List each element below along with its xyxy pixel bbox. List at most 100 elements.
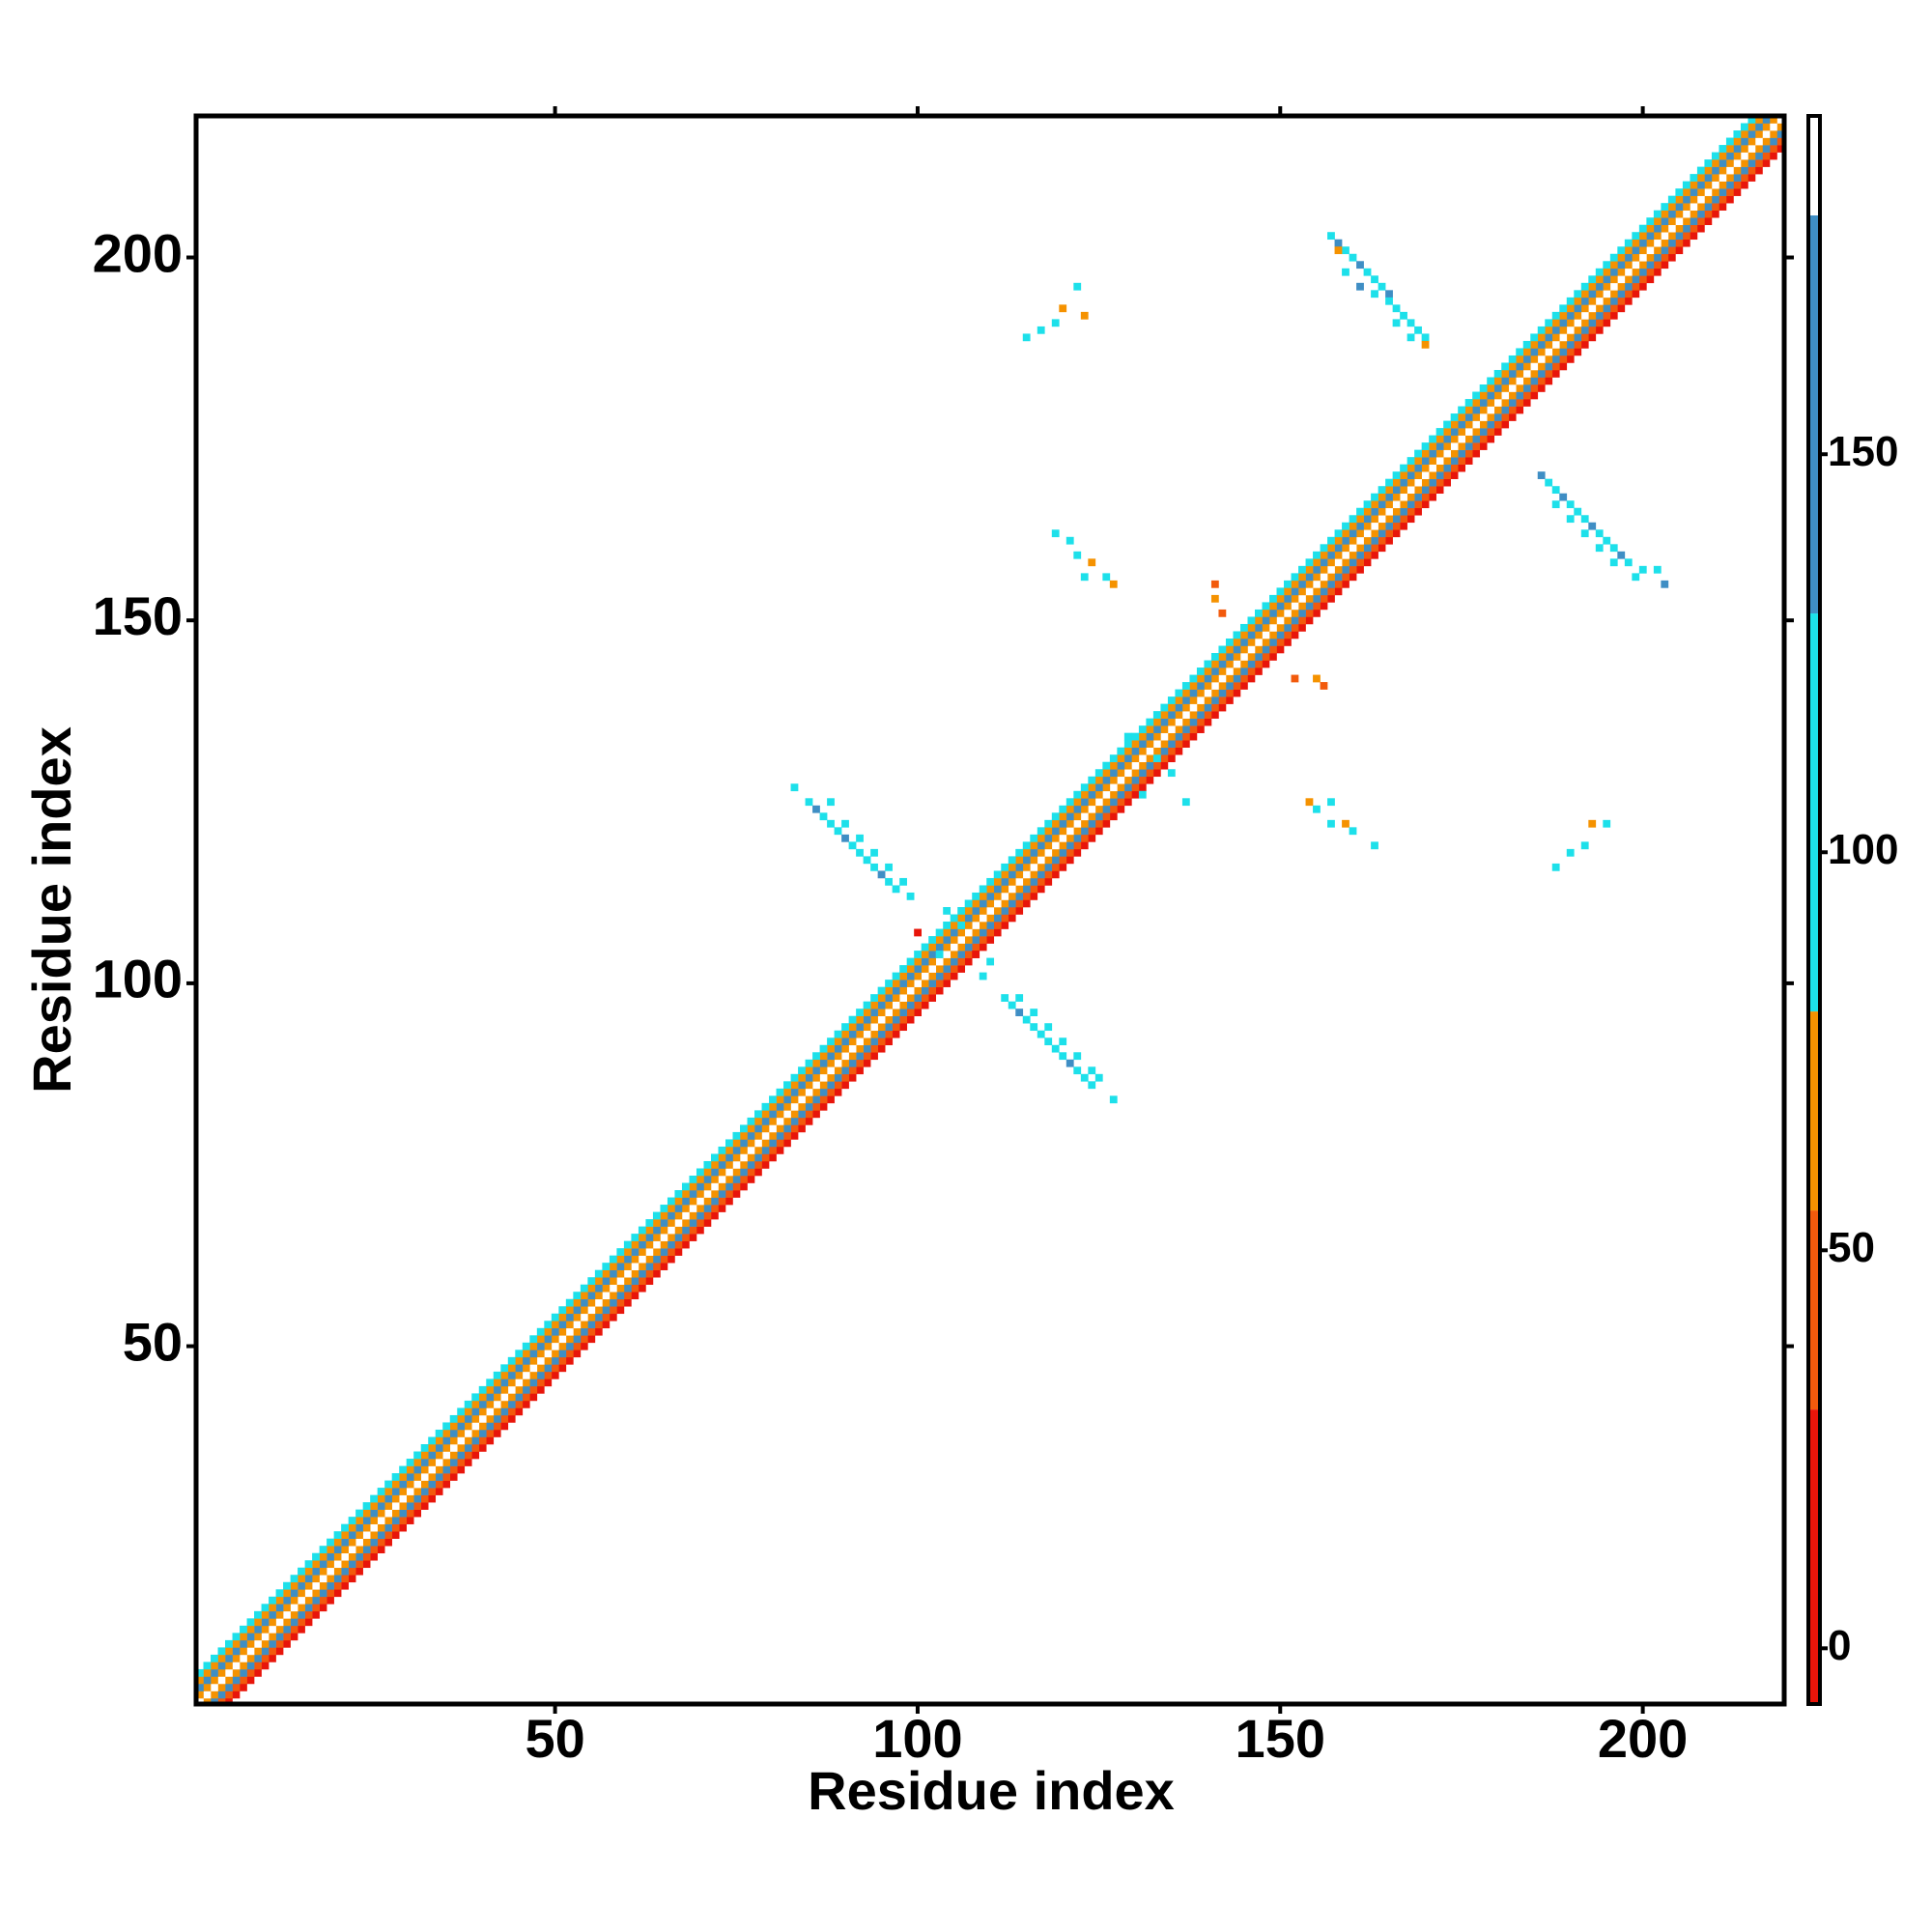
heatmap-cell <box>217 1647 226 1656</box>
heatmap-cell <box>529 1356 538 1365</box>
heatmap-cell <box>327 1575 334 1583</box>
heatmap-cell <box>580 1321 588 1329</box>
heatmap-cell <box>1435 471 1444 479</box>
heatmap-cell <box>1334 558 1343 567</box>
heatmap-cell <box>1059 827 1067 836</box>
heatmap-cell <box>1458 406 1465 414</box>
heatmap-cell <box>747 1168 755 1177</box>
heatmap-cell <box>921 1001 929 1009</box>
heatmap-cell <box>1349 565 1357 574</box>
heatmap-cell <box>1646 239 1655 247</box>
heatmap-cell <box>587 1306 596 1315</box>
heatmap-cell <box>1059 1052 1067 1061</box>
heatmap-cell <box>950 922 958 929</box>
heatmap-cell <box>1276 623 1285 632</box>
heatmap-cell <box>1551 362 1560 371</box>
heatmap-cell <box>1769 116 1777 124</box>
heatmap-cell <box>551 1356 559 1365</box>
x-tick-label: 100 <box>872 1708 962 1769</box>
heatmap-cell <box>1284 623 1292 632</box>
heatmap-cell <box>420 1488 429 1495</box>
heatmap-cell <box>377 1546 385 1554</box>
heatmap-cell <box>943 957 952 966</box>
heatmap-cell <box>1065 536 1074 545</box>
heatmap-cell <box>486 1436 495 1445</box>
heatmap-cell <box>972 936 980 944</box>
heatmap-cell <box>623 1269 632 1278</box>
heatmap-cell <box>1733 188 1742 196</box>
heatmap-cell <box>819 1066 828 1075</box>
heatmap-cell <box>906 1001 915 1009</box>
heatmap-cell <box>1037 856 1045 865</box>
heatmap-cell <box>1210 703 1219 712</box>
heatmap-cell <box>609 1255 617 1264</box>
heatmap-cell <box>1443 471 1451 479</box>
heatmap-cell <box>790 1102 799 1111</box>
heatmap-cell <box>1371 493 1378 501</box>
heatmap-cell <box>1044 870 1053 879</box>
heatmap-cell <box>863 1009 871 1017</box>
heatmap-cell <box>1406 471 1415 479</box>
heatmap-cell <box>1001 994 1009 1002</box>
heatmap-cell <box>1065 841 1074 850</box>
heatmap-cell <box>1342 544 1350 553</box>
heatmap-cell <box>507 1393 516 1402</box>
heatmap-cell <box>660 1263 668 1270</box>
heatmap-cell <box>696 1211 704 1220</box>
heatmap-cell <box>1551 340 1560 349</box>
heatmap-cell <box>1015 1009 1024 1017</box>
heatmap-cell <box>362 1560 371 1569</box>
heatmap-cell <box>827 1095 835 1104</box>
heatmap-cell <box>1617 551 1626 559</box>
heatmap-cell <box>1508 384 1517 392</box>
heatmap-cell <box>377 1509 385 1518</box>
heatmap-cell <box>1044 841 1053 850</box>
heatmap-cell <box>870 1037 878 1046</box>
heatmap-cell <box>892 1001 900 1009</box>
heatmap-cell <box>370 1523 378 1532</box>
heatmap-cell <box>674 1240 683 1249</box>
heatmap-cell <box>391 1531 400 1539</box>
heatmap-cell <box>1545 348 1553 356</box>
heatmap-cell <box>1030 1023 1038 1032</box>
heatmap-cell <box>449 1414 458 1423</box>
heatmap-cell <box>1305 587 1314 596</box>
colorbar-segment <box>1808 613 1820 1012</box>
heatmap-cell <box>493 1414 501 1423</box>
heatmap-cell <box>1400 493 1407 501</box>
heatmap-cell <box>769 1146 777 1154</box>
heatmap-cell <box>594 1327 603 1336</box>
heatmap-cell <box>1588 297 1597 305</box>
heatmap-cell <box>529 1393 538 1402</box>
heatmap-cell <box>362 1502 371 1510</box>
heatmap-cell <box>544 1356 553 1365</box>
heatmap-cell <box>1196 711 1205 719</box>
heatmap-cell <box>420 1473 429 1481</box>
heatmap-cell <box>1233 668 1241 675</box>
heatmap-cell <box>1138 769 1147 778</box>
heatmap-cell <box>1015 856 1024 865</box>
heatmap-cell <box>471 1400 480 1408</box>
heatmap-cell <box>1588 304 1597 313</box>
heatmap-cell <box>921 980 929 987</box>
heatmap-cell <box>1088 1081 1096 1090</box>
heatmap-cell <box>355 1546 363 1554</box>
heatmap-cell <box>747 1176 755 1183</box>
heatmap-cell <box>986 957 995 966</box>
colorbar-tick-label: 0 <box>1828 1622 1851 1669</box>
heatmap-cell <box>399 1473 407 1481</box>
heatmap-cell <box>1443 428 1451 436</box>
heatmap-cell <box>240 1647 247 1656</box>
heatmap-cell <box>703 1219 712 1227</box>
heatmap-cell <box>1559 319 1568 327</box>
heatmap-cell <box>703 1190 712 1198</box>
heatmap-cell <box>1400 507 1407 516</box>
heatmap-cell <box>710 1190 719 1198</box>
heatmap-cell <box>899 994 907 1002</box>
heatmap-cell <box>1646 261 1655 270</box>
heatmap-cell <box>1342 565 1350 574</box>
heatmap-cell <box>1516 399 1524 407</box>
x-tick-label: 200 <box>1598 1708 1688 1769</box>
heatmap-cell <box>1690 174 1698 182</box>
heatmap-cell <box>1065 827 1074 836</box>
